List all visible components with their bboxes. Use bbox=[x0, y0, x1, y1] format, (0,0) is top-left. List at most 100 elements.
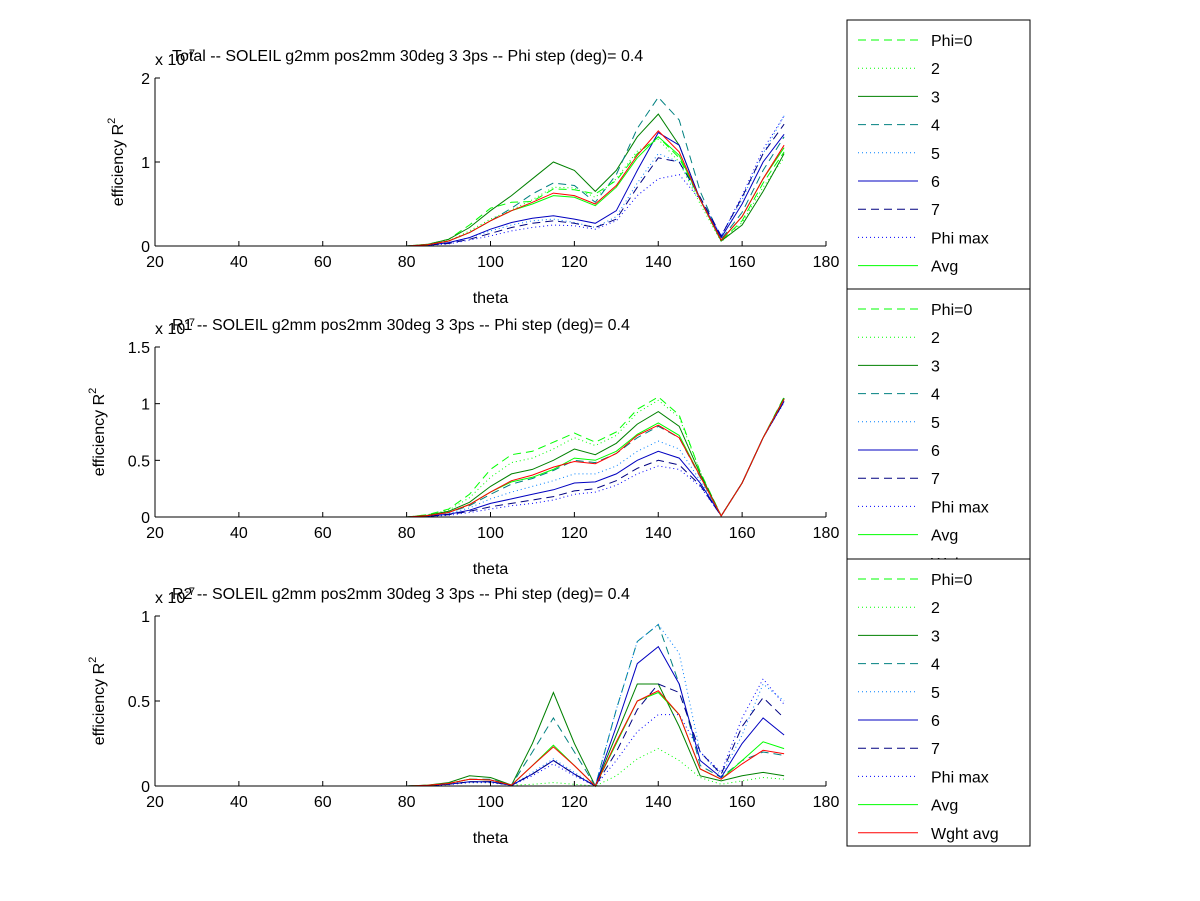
legend-item: Phi=0 bbox=[858, 302, 972, 319]
legend-item: Wght avg bbox=[931, 287, 999, 289]
y-tick-label: 0 bbox=[141, 510, 150, 527]
legend-item: 6 bbox=[858, 174, 940, 191]
legend-item: 2 bbox=[858, 61, 940, 78]
series-lines bbox=[196, 396, 785, 518]
x-tick-label: 180 bbox=[813, 794, 840, 811]
legend-item: Avg bbox=[858, 528, 958, 545]
exponent-label: x 10-7 bbox=[155, 48, 195, 69]
legend-label: Avg bbox=[931, 259, 958, 276]
series-line-5 bbox=[196, 115, 785, 247]
series-line-7 bbox=[196, 123, 785, 247]
legend-item: 3 bbox=[858, 358, 940, 375]
series-line-6 bbox=[196, 645, 785, 787]
legend-item: 5 bbox=[858, 146, 940, 163]
x-tick-label: 120 bbox=[561, 794, 588, 811]
legend-box bbox=[846, 558, 1031, 847]
y-tick-label: 0.5 bbox=[128, 453, 150, 470]
legend-label: 6 bbox=[931, 174, 940, 191]
series-line-phi-max bbox=[196, 402, 785, 518]
legend-item: Wght avg bbox=[858, 826, 999, 843]
legend-item: Phi=0 bbox=[858, 33, 972, 50]
series-line-wght-avg bbox=[196, 690, 785, 787]
legend-item: Avg bbox=[858, 798, 958, 815]
y-axis-label-text: efficiency R bbox=[91, 663, 108, 745]
legend-label: Avg bbox=[931, 798, 958, 815]
y-axis-label: efficiency R2 bbox=[87, 388, 108, 477]
legend-label: 6 bbox=[931, 443, 940, 460]
x-tick-label: 20 bbox=[146, 794, 164, 811]
legend-label: Phi max bbox=[931, 230, 989, 247]
series-line-phi-max bbox=[196, 115, 785, 247]
x-tick-label: 40 bbox=[230, 254, 248, 271]
legend-label: 5 bbox=[931, 685, 940, 702]
chart-title: Total -- SOLEIL g2mm pos2mm 30deg 3 3ps … bbox=[172, 48, 643, 65]
y-tick-label: 1 bbox=[141, 609, 150, 626]
x-tick-label: 100 bbox=[477, 794, 504, 811]
y-axis-label-text: efficiency R bbox=[110, 124, 127, 206]
x-tick-label: 180 bbox=[813, 254, 840, 271]
legend: Phi=0 2 3 4 5 6 7 Phi max Avg Wght avg bbox=[846, 19, 1031, 290]
x-tick-label: 60 bbox=[314, 794, 332, 811]
exponent-power: -7 bbox=[185, 317, 195, 329]
legend-label: 4 bbox=[931, 657, 940, 674]
series-line-7 bbox=[196, 683, 785, 787]
series-line-5 bbox=[196, 400, 785, 518]
legend-item: 4 bbox=[858, 387, 940, 404]
exponent-power: -7 bbox=[185, 586, 195, 598]
legend-item: 2 bbox=[858, 600, 940, 617]
x-tick-label: 80 bbox=[398, 794, 416, 811]
series-line-2 bbox=[196, 397, 785, 518]
exponent-label: x 10-7 bbox=[155, 317, 195, 338]
exponent-base: x 10 bbox=[155, 590, 185, 607]
legend-label: 2 bbox=[931, 61, 940, 78]
legend-label: Phi max bbox=[931, 499, 989, 516]
legend-label: 7 bbox=[931, 202, 940, 219]
legend-item: 7 bbox=[858, 202, 940, 219]
legend-item: 3 bbox=[858, 89, 940, 106]
legend-item: Avg bbox=[858, 259, 958, 276]
legend: Phi=0 2 3 4 5 6 7 Phi max Avg Wght avg bbox=[846, 558, 1031, 847]
x-tick-label: 20 bbox=[146, 254, 164, 271]
x-axis-label: theta bbox=[473, 290, 509, 307]
legend-item: Phi max bbox=[858, 499, 989, 516]
legend-item: Phi=0 bbox=[858, 572, 972, 589]
legend-items: Phi=0 2 3 4 5 6 7 Phi max Avg Wght avg bbox=[858, 302, 999, 573]
series-line-4 bbox=[196, 623, 785, 788]
chart-title: R2 -- SOLEIL g2mm pos2mm 30deg 3 3ps -- … bbox=[172, 586, 630, 603]
legend: Phi=0 2 3 4 5 6 7 Phi max Avg Wght avg bbox=[846, 288, 1031, 573]
y-axis-label: efficiency R2 bbox=[106, 118, 127, 207]
legend-item: 5 bbox=[858, 415, 940, 432]
x-tick-label: 80 bbox=[398, 254, 416, 271]
legend-label: 3 bbox=[931, 358, 940, 375]
exponent-base: x 10 bbox=[155, 52, 185, 69]
legend-label: Phi=0 bbox=[931, 33, 972, 50]
y-tick-label: 0 bbox=[141, 779, 150, 796]
y-axis-label-superscript: 2 bbox=[87, 388, 99, 394]
legend-label: Wght avg bbox=[931, 826, 999, 843]
subplot-3: 20 40 60 80 100 120 140 160 180 0 0.5 1 x 10-7R2 -- … bbox=[87, 558, 1031, 847]
subplot-2: 20 40 60 80 100 120 140 160 180 0 0.5 1 1.5 x 10-7R1 … bbox=[87, 288, 1031, 578]
x-tick-label: 120 bbox=[561, 254, 588, 271]
legend-label: Phi=0 bbox=[931, 302, 972, 319]
y-tick-label: 0.5 bbox=[128, 694, 150, 711]
series-line-wght-avg bbox=[196, 130, 785, 247]
series-line-6 bbox=[196, 131, 785, 247]
y-tick-label: 1 bbox=[141, 155, 150, 172]
legend-label: Wght avg bbox=[931, 556, 999, 573]
legend-label: 2 bbox=[931, 600, 940, 617]
legend-label: 5 bbox=[931, 415, 940, 432]
x-tick-label: 120 bbox=[561, 525, 588, 542]
x-tick-label: 20 bbox=[146, 525, 164, 542]
legend-item: 7 bbox=[858, 471, 940, 488]
series-line-wght-avg bbox=[196, 398, 785, 518]
series-line-2 bbox=[196, 748, 785, 787]
legend-item: 6 bbox=[858, 443, 940, 460]
legend-item: 7 bbox=[858, 741, 940, 758]
legend-label: 7 bbox=[931, 741, 940, 758]
legend-item: 5 bbox=[858, 685, 940, 702]
y-tick-label: 0 bbox=[141, 239, 150, 256]
chart-title: R1 -- SOLEIL g2mm pos2mm 30deg 3 3ps -- … bbox=[172, 317, 630, 334]
legend-label: 4 bbox=[931, 118, 940, 135]
legend-label: Phi max bbox=[931, 769, 989, 786]
